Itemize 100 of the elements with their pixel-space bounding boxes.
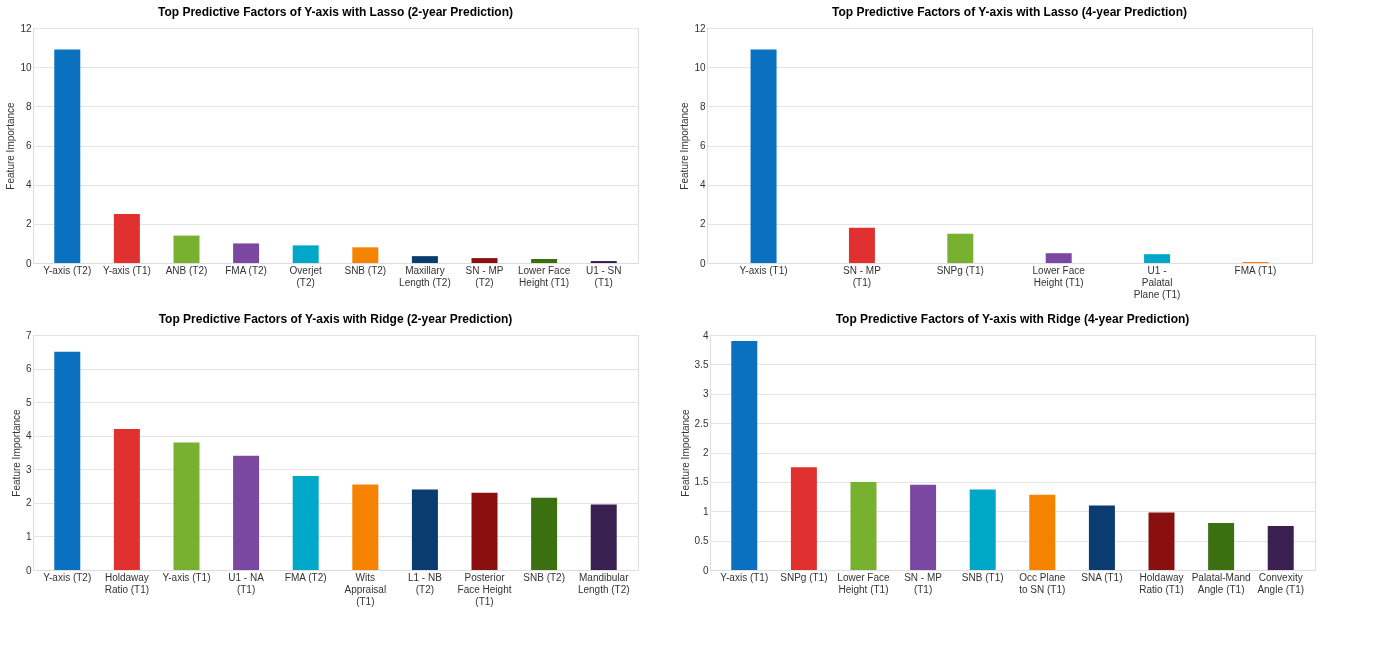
x-tick-label: Y-axis (T1) — [162, 571, 211, 583]
x-tick-label: Overjet (T2) — [289, 264, 323, 288]
x-tick-label: Y-axis (T2) — [43, 571, 92, 583]
y-tick-label: 0.5 — [694, 535, 709, 547]
bar — [233, 243, 260, 263]
bar — [113, 429, 140, 570]
x-tick-label: Holdaway Ratio (T1) — [1139, 571, 1184, 595]
y-tick-label: 3.5 — [694, 358, 709, 370]
bar — [969, 489, 996, 570]
x-tick-label: SNB (T1) — [961, 571, 1004, 583]
y-tick-label: 4 — [702, 329, 709, 341]
y-tick-label: 8 — [699, 100, 706, 112]
y-tick-label: 10 — [694, 61, 706, 73]
x-tick-label: Posterior Face Height (T1) — [457, 571, 512, 607]
bar — [731, 340, 758, 570]
x-tick-label: Wits Appraisal (T1) — [344, 571, 387, 607]
y-tick-label: 0 — [25, 564, 32, 576]
x-tick-label: Y-axis (T2) — [43, 264, 92, 276]
bar — [471, 492, 498, 570]
y-tick-label: 2 — [25, 497, 32, 509]
bar — [54, 351, 81, 570]
y-tick-label: 4 — [25, 430, 32, 442]
x-tick-label: U1 - SN (T1) — [585, 264, 622, 288]
x-tick-label: FMA (T2) — [284, 571, 327, 583]
bar — [1208, 523, 1235, 570]
y-tick-label: 6 — [25, 363, 32, 375]
x-tick-label: Palatal-Mand Angle (T1) — [1191, 571, 1251, 595]
bar — [173, 442, 200, 570]
bar — [947, 233, 974, 263]
x-tick-label: Y-axis (T1) — [102, 264, 151, 276]
x-tick-label: FMA (T1) — [1234, 264, 1277, 276]
x-tick-label: FMA (T2) — [225, 264, 267, 276]
y-tick-label: 5 — [25, 396, 32, 408]
bar — [113, 214, 140, 263]
y-tick-label: 1 — [25, 530, 32, 542]
bar — [790, 467, 817, 570]
y-tick-label: 0 — [702, 564, 709, 576]
bar — [292, 245, 319, 263]
y-tick-label: 3 — [702, 388, 709, 400]
y-tick-label: 2.5 — [694, 417, 709, 429]
y-tick-label: 2 — [699, 218, 706, 230]
y-tick-label: 6 — [25, 140, 32, 151]
bar — [1029, 494, 1056, 570]
y-tick-label: 2 — [702, 447, 709, 458]
chart-title: Top Predictive Factors of Y-axis with Ridge (4-year Prediction) — [835, 312, 1190, 326]
y-tick-label: 4 — [25, 179, 32, 191]
x-tick-label: Lower Face Height (T1) — [518, 264, 571, 288]
x-tick-label: U1 - NA (T1) — [228, 571, 265, 595]
x-tick-label: Mandibular Length (T2) — [577, 571, 630, 595]
x-tick-label: SNB (T2) — [523, 571, 565, 583]
bar — [1045, 253, 1072, 263]
bar — [1088, 505, 1115, 570]
bar — [531, 259, 558, 263]
x-tick-label: SNA (T1) — [1081, 571, 1123, 583]
bar — [292, 476, 319, 570]
bar — [848, 227, 875, 263]
bar — [1267, 525, 1294, 570]
bar — [590, 504, 617, 570]
x-tick-label: U1 - Palatal Plane (T1) — [1133, 264, 1181, 300]
chart-title: Top Predictive Factors of Y-axis with Ridge (2-year Prediction) — [158, 312, 513, 326]
x-tick-label: SNB (T2) — [344, 264, 387, 276]
x-tick-label: SNPg (T1) — [936, 264, 984, 276]
y-tick-label: 12 — [20, 22, 32, 34]
y-axis-title: Feature Importance — [5, 101, 17, 190]
x-tick-label: SN - MP (T1) — [904, 571, 943, 595]
bar — [471, 258, 498, 263]
x-tick-label: Maxillary Length (T2) — [399, 264, 451, 288]
y-tick-label: 6 — [699, 140, 706, 151]
y-tick-label: 2 — [25, 218, 32, 230]
bar — [233, 455, 260, 570]
y-tick-label: 0 — [25, 257, 32, 269]
y-tick-label: 8 — [25, 100, 32, 112]
x-tick-label: Lower Face Height (T1) — [837, 571, 891, 595]
y-axis-title: Feature Importance — [10, 408, 22, 497]
x-tick-label: Occ Plane to SN (T1) — [1019, 571, 1066, 595]
x-tick-label: SN - MP (T1) — [843, 264, 882, 288]
x-tick-label: ANB (T2) — [165, 264, 208, 276]
bar — [352, 247, 379, 263]
bar — [1144, 254, 1171, 263]
bar — [54, 49, 81, 263]
y-tick-label: 10 — [20, 61, 32, 73]
bar — [173, 235, 200, 263]
x-tick-label: Lower Face Height (T1) — [1032, 264, 1086, 288]
y-tick-label: 1.5 — [694, 476, 709, 488]
bar — [1148, 512, 1175, 570]
x-tick-label: Y-axis (T1) — [720, 571, 769, 583]
y-tick-label: 12 — [694, 22, 706, 34]
y-tick-label: 0 — [699, 257, 706, 269]
x-tick-label: Y-axis (T1) — [739, 264, 788, 276]
bar — [750, 49, 777, 263]
y-tick-label: 4 — [699, 179, 706, 191]
x-tick-label: Holdaway Ratio (T1) — [104, 571, 150, 595]
bar — [411, 489, 438, 570]
chart-title: Top Predictive Factors of Y-axis with Lasso (2-year Prediction) — [158, 5, 513, 19]
y-tick-label: 3 — [25, 463, 32, 475]
chart-title: Top Predictive Factors of Y-axis with Lasso (4-year Prediction) — [832, 5, 1187, 19]
y-tick-label: 1 — [702, 505, 709, 517]
bar — [910, 484, 937, 570]
x-tick-label: SN - MP (T2) — [465, 264, 504, 288]
x-tick-label: SNPg (T1) — [780, 571, 828, 583]
